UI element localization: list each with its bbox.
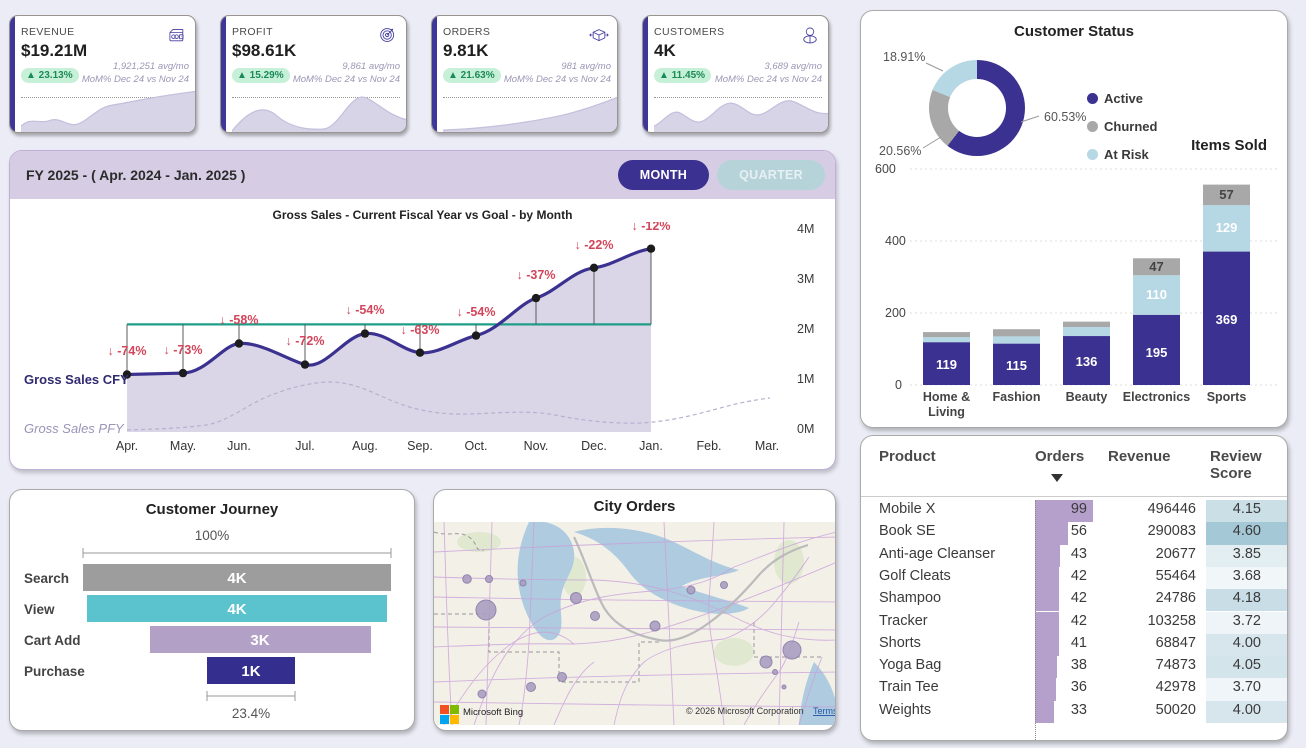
svg-text:© 2026 Microsoft Corporation: © 2026 Microsoft Corporation xyxy=(686,706,804,716)
svg-text:23.4%: 23.4% xyxy=(232,706,270,721)
svg-text:Electronics: Electronics xyxy=(1123,390,1190,404)
svg-text:4K: 4K xyxy=(227,601,246,618)
svg-text:↓ -12%: ↓ -12% xyxy=(632,222,671,233)
svg-text:Living: Living xyxy=(928,405,965,419)
svg-text:0M: 0M xyxy=(797,422,814,436)
svg-text:↓ -58%: ↓ -58% xyxy=(220,313,259,327)
svg-text:Feb.: Feb. xyxy=(696,439,721,453)
svg-text:195: 195 xyxy=(1146,345,1168,360)
svg-text:1K: 1K xyxy=(241,663,260,680)
svg-text:1M: 1M xyxy=(797,372,814,386)
svg-text:↓ -73%: ↓ -73% xyxy=(164,343,203,357)
svg-text:Beauty: Beauty xyxy=(1066,390,1108,404)
svg-text:20.56%: 20.56% xyxy=(879,144,921,158)
svg-text:Jan.: Jan. xyxy=(639,439,663,453)
svg-text:Purchase: Purchase xyxy=(24,664,85,679)
svg-text:2M: 2M xyxy=(797,322,814,336)
svg-text:↓ -37%: ↓ -37% xyxy=(517,268,556,282)
svg-text:Sports: Sports xyxy=(1207,390,1247,404)
svg-text:110: 110 xyxy=(1146,287,1167,302)
svg-text:4M: 4M xyxy=(797,222,814,236)
svg-text:3M: 3M xyxy=(797,272,814,286)
svg-text:Cart Add: Cart Add xyxy=(24,633,81,648)
svg-text:Mar.: Mar. xyxy=(755,439,779,453)
svg-text:↓ -63%: ↓ -63% xyxy=(401,323,440,337)
svg-text:Jun.: Jun. xyxy=(227,439,251,453)
svg-text:369: 369 xyxy=(1216,312,1238,327)
svg-text:0: 0 xyxy=(895,378,902,392)
svg-text:Apr.: Apr. xyxy=(116,439,138,453)
svg-text:Nov.: Nov. xyxy=(524,439,549,453)
svg-text:May.: May. xyxy=(170,439,196,453)
svg-text:3K: 3K xyxy=(250,632,269,649)
svg-text:136: 136 xyxy=(1076,354,1098,369)
svg-text:18.91%: 18.91% xyxy=(883,50,925,64)
svg-text:60.53%: 60.53% xyxy=(1044,110,1086,124)
svg-text:Terms: Terms xyxy=(813,706,836,716)
svg-text:200: 200 xyxy=(885,306,906,320)
svg-text:↓ -74%: ↓ -74% xyxy=(108,344,147,358)
svg-text:Oct.: Oct. xyxy=(465,439,488,453)
svg-text:119: 119 xyxy=(936,357,957,372)
svg-text:600: 600 xyxy=(875,162,896,176)
svg-text:47: 47 xyxy=(1149,259,1163,274)
svg-text:View: View xyxy=(24,602,55,617)
svg-text:Search: Search xyxy=(24,571,69,586)
svg-text:4K: 4K xyxy=(227,570,246,587)
svg-text:400: 400 xyxy=(885,234,906,248)
svg-text:Home &: Home & xyxy=(923,390,970,404)
svg-text:Dec.: Dec. xyxy=(581,439,607,453)
svg-text:↓ -22%: ↓ -22% xyxy=(575,238,614,252)
svg-text:Jul.: Jul. xyxy=(295,439,314,453)
svg-text:129: 129 xyxy=(1216,220,1238,235)
svg-text:↓ -54%: ↓ -54% xyxy=(457,305,496,319)
svg-text:Aug.: Aug. xyxy=(352,439,378,453)
svg-text:Microsoft Bing: Microsoft Bing xyxy=(463,707,523,718)
svg-text:Sep.: Sep. xyxy=(407,439,433,453)
svg-text:57: 57 xyxy=(1219,187,1233,202)
svg-text:115: 115 xyxy=(1006,358,1027,373)
svg-text:Fashion: Fashion xyxy=(993,390,1041,404)
svg-text:↓ -54%: ↓ -54% xyxy=(346,303,385,317)
svg-text:↓ -72%: ↓ -72% xyxy=(286,334,325,348)
